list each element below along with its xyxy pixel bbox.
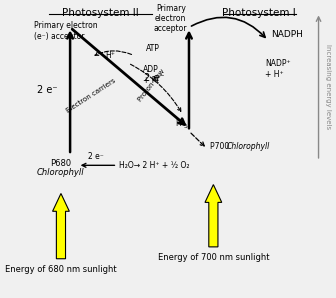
Text: Proton flow: Proton flow xyxy=(137,68,166,103)
Text: Photosystem II: Photosystem II xyxy=(62,8,139,18)
Text: H⁺: H⁺ xyxy=(175,119,185,128)
Text: NADP⁺
+ H⁺: NADP⁺ + H⁺ xyxy=(265,59,291,79)
Text: H₂O→ 2 H⁺ + ½ O₂: H₂O→ 2 H⁺ + ½ O₂ xyxy=(119,161,190,170)
Text: Electron carriers: Electron carriers xyxy=(66,77,117,114)
Text: Chlorophyll: Chlorophyll xyxy=(227,142,270,150)
Text: NADPH: NADPH xyxy=(271,30,303,39)
Text: P700: P700 xyxy=(210,142,232,150)
Text: 2 e⁻: 2 e⁻ xyxy=(144,73,165,83)
Text: Energy of 700 nm sunlight: Energy of 700 nm sunlight xyxy=(158,253,269,262)
Text: Energy of 680 nm sunlight: Energy of 680 nm sunlight xyxy=(5,265,117,274)
Text: P680: P680 xyxy=(50,159,72,168)
Text: ATP: ATP xyxy=(146,44,160,53)
Text: Increasing energy levels: Increasing energy levels xyxy=(325,44,331,129)
Text: Primary electron
(e⁻) acceptor: Primary electron (e⁻) acceptor xyxy=(34,21,97,41)
Text: H⁺: H⁺ xyxy=(105,51,115,60)
Text: ADP
+ Pί: ADP + Pί xyxy=(143,65,159,85)
Text: 5: 5 xyxy=(184,124,188,129)
Text: Primary
electron
acceptor: Primary electron acceptor xyxy=(154,4,187,33)
Text: 2 e⁻: 2 e⁻ xyxy=(37,85,57,95)
FancyArrow shape xyxy=(205,184,222,247)
Text: Chlorophyll: Chlorophyll xyxy=(37,168,85,177)
Text: Photosystem I: Photosystem I xyxy=(222,8,296,18)
Text: 2 e⁻: 2 e⁻ xyxy=(88,152,104,161)
FancyArrow shape xyxy=(52,193,69,259)
